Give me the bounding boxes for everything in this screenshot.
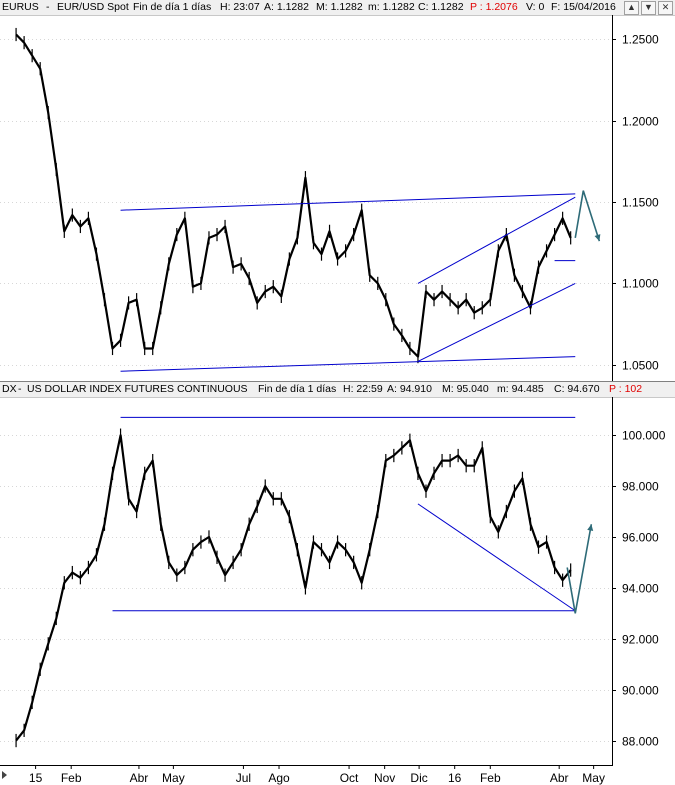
price-series-line bbox=[15, 33, 572, 358]
x-tick-label: Abr bbox=[550, 771, 569, 785]
dx-header: DX - US DOLLAR INDEX FUTURES CONTINUOUS … bbox=[0, 382, 675, 398]
eurusd-name: EUR/USD Spot bbox=[57, 1, 129, 13]
trendline bbox=[120, 356, 576, 372]
eurusd-separator: - bbox=[46, 1, 50, 13]
y-tick-label: 100.000 bbox=[622, 429, 666, 443]
y-tick-label: 1.2000 bbox=[622, 115, 659, 129]
x-tick-label: Oct bbox=[340, 771, 359, 785]
eurusd-panel: EURUS - EUR/USD Spot Fin de día 1 días H… bbox=[0, 0, 675, 381]
dx-chart[interactable]: 100.000 98.000 96.000 94.000 92.000 90.000 88.… bbox=[0, 397, 675, 766]
scroll-up-button[interactable]: ▲ bbox=[624, 1, 639, 15]
y-tick-label: 1.2500 bbox=[622, 33, 659, 47]
eurusd-window-buttons: ▲ ▼ ✕ bbox=[624, 1, 673, 15]
x-tick-label: Nov bbox=[374, 771, 395, 785]
x-tick-label: Jul bbox=[236, 771, 251, 785]
dx-open: A: 94.910 bbox=[387, 383, 432, 395]
projection-arrowhead bbox=[594, 234, 601, 242]
dx-p-value: P : 102 bbox=[609, 383, 643, 395]
eurusd-header: EURUS - EUR/USD Spot Fin de día 1 días H… bbox=[0, 0, 675, 16]
x-tick-label: 15 bbox=[29, 771, 43, 785]
scroll-down-button[interactable]: ▼ bbox=[641, 1, 656, 15]
trendline bbox=[120, 193, 576, 211]
dx-period: Fin de día 1 días bbox=[258, 383, 337, 395]
dx-close: C: 94.670 bbox=[554, 383, 600, 395]
eurusd-period: Fin de día 1 días bbox=[133, 1, 212, 13]
trendline bbox=[417, 282, 576, 362]
y-tick-label: 98.000 bbox=[622, 480, 659, 494]
y-tick-label: 90.000 bbox=[622, 684, 659, 698]
y-tick-label: 92.000 bbox=[622, 633, 659, 647]
x-tick-label: 16 bbox=[448, 771, 462, 785]
y-tick-label: 1.1000 bbox=[622, 277, 659, 291]
x-tick-label: Dic bbox=[410, 771, 427, 785]
eurusd-date: F: 15/04/2016 bbox=[551, 1, 616, 13]
x-tick-label: May bbox=[162, 771, 185, 785]
x-tick-label: Feb bbox=[480, 771, 501, 785]
dx-high: M: 95.040 bbox=[442, 383, 489, 395]
projection-path bbox=[566, 524, 593, 614]
close-button[interactable]: ✕ bbox=[658, 1, 673, 15]
trendline bbox=[417, 196, 576, 284]
eurusd-high: M: 1.1282 bbox=[316, 1, 363, 13]
eurusd-low: m: 1.1282 bbox=[368, 1, 415, 13]
eurusd-chart[interactable]: 1.2500 1.2000 1.1500 1.1000 1.0500 bbox=[0, 15, 675, 381]
y-tick-label: 1.1500 bbox=[622, 196, 659, 210]
projection-arrowhead bbox=[587, 524, 594, 531]
eurusd-p-value: P : 1.2076 bbox=[470, 1, 518, 13]
eurusd-volume: V: 0 bbox=[526, 1, 545, 13]
time-axis: 15 Feb Abr May Jul Ago Oct Nov Dic 16 Feb Abr May bbox=[0, 765, 612, 785]
dx-panel: DX - US DOLLAR INDEX FUTURES CONTINUOUS … bbox=[0, 381, 675, 766]
price-series-line bbox=[15, 434, 572, 742]
x-tick-label: Ago bbox=[268, 771, 290, 785]
dx-low: m: 94.485 bbox=[497, 383, 544, 395]
scroll-left-arrow-icon[interactable] bbox=[2, 771, 7, 779]
dx-time: H: 22:59 bbox=[343, 383, 383, 395]
trendline bbox=[417, 503, 576, 612]
y-tick-label: 88.000 bbox=[622, 735, 659, 749]
x-tick-label: Feb bbox=[61, 771, 82, 785]
x-tick-label: May bbox=[582, 771, 605, 785]
y-tick-label: 96.000 bbox=[622, 531, 659, 545]
eurusd-time: H: 23:07 bbox=[220, 1, 260, 13]
projection-path bbox=[574, 190, 601, 242]
eurusd-symbol: EURUS bbox=[2, 1, 39, 13]
y-tick-label: 94.000 bbox=[622, 582, 659, 596]
x-tick-label: Abr bbox=[130, 771, 149, 785]
dx-name: US DOLLAR INDEX FUTURES CONTINUOUS bbox=[27, 383, 248, 395]
y-tick-label: 1.0500 bbox=[622, 359, 659, 373]
eurusd-close: C: 1.1282 bbox=[418, 1, 464, 13]
dx-separator: - bbox=[18, 383, 22, 395]
dx-symbol: DX bbox=[2, 383, 17, 395]
eurusd-open: A: 1.1282 bbox=[264, 1, 309, 13]
